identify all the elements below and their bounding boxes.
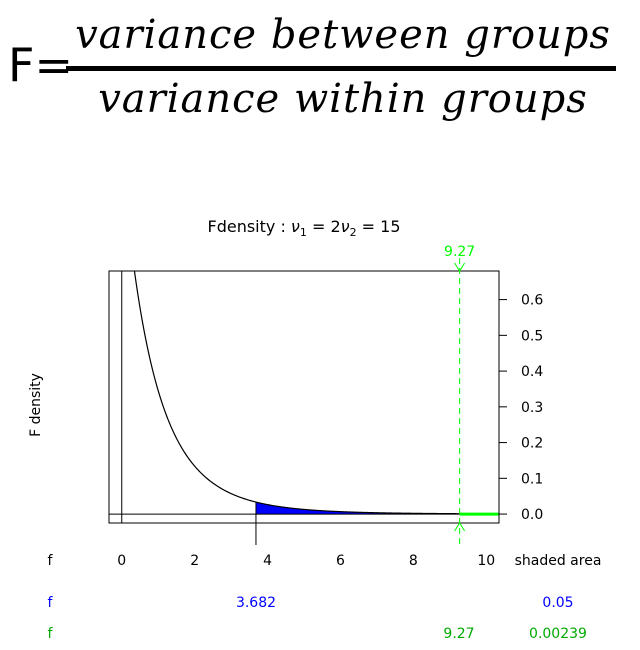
- y-tick-label: 0.3: [521, 400, 543, 416]
- x-tick-label: 10: [477, 553, 495, 569]
- y-tick-label: 0.5: [521, 328, 543, 344]
- plot-frame: [108, 270, 500, 524]
- x-tick-label: 6: [336, 553, 345, 569]
- axis-ticks: 0 2 4 6 8 10 0.0 0.1 0.2 0.3 0.4 0.5 0.6 9.27: [117, 244, 543, 569]
- green-row-area: 0.00239: [529, 626, 587, 642]
- shaded-region-blue: [255, 502, 499, 515]
- formula-numerator: variance between groups: [75, 12, 611, 58]
- y-tick-label: 0.6: [521, 293, 543, 309]
- formula-denominator: variance within groups: [98, 76, 588, 122]
- blue-row-f-value: 3.682: [236, 595, 276, 611]
- shaded-area-header: shaded area: [515, 553, 602, 569]
- density-curve: [133, 271, 499, 515]
- y-axis-label: F density: [28, 373, 44, 437]
- y-tick-label: 0.2: [521, 436, 543, 452]
- y-tick-label: 0.1: [521, 471, 543, 487]
- plot-content: [109, 271, 499, 523]
- x-tick-label: 2: [190, 553, 199, 569]
- blue-row-label: f: [48, 595, 54, 611]
- formula-lhs: F=: [8, 38, 74, 92]
- critical-arrow-top: [454, 262, 466, 272]
- critical-arrow-bottom: [454, 522, 466, 532]
- chart-title: Fdensity : ν1 = 2ν2 = 15: [207, 217, 400, 239]
- green-row-label: f: [48, 626, 54, 642]
- x-tick-label: 0: [117, 553, 126, 569]
- x-tick-label: 8: [409, 553, 418, 569]
- x-tick-label: 4: [263, 553, 272, 569]
- f-ratio-formula: F= variance between groups variance with…: [0, 0, 640, 140]
- y-tick-label: 0.4: [521, 364, 543, 380]
- formula-fraction-bar: [66, 66, 616, 71]
- y-tick-label: 0.0: [521, 507, 543, 523]
- green-row-f-value: 9.27: [443, 626, 474, 642]
- plot-area: [108, 270, 500, 524]
- blue-row-area: 0.05: [542, 595, 573, 611]
- header-row-label: f: [48, 553, 54, 569]
- critical-value-label: 9.27: [444, 244, 475, 260]
